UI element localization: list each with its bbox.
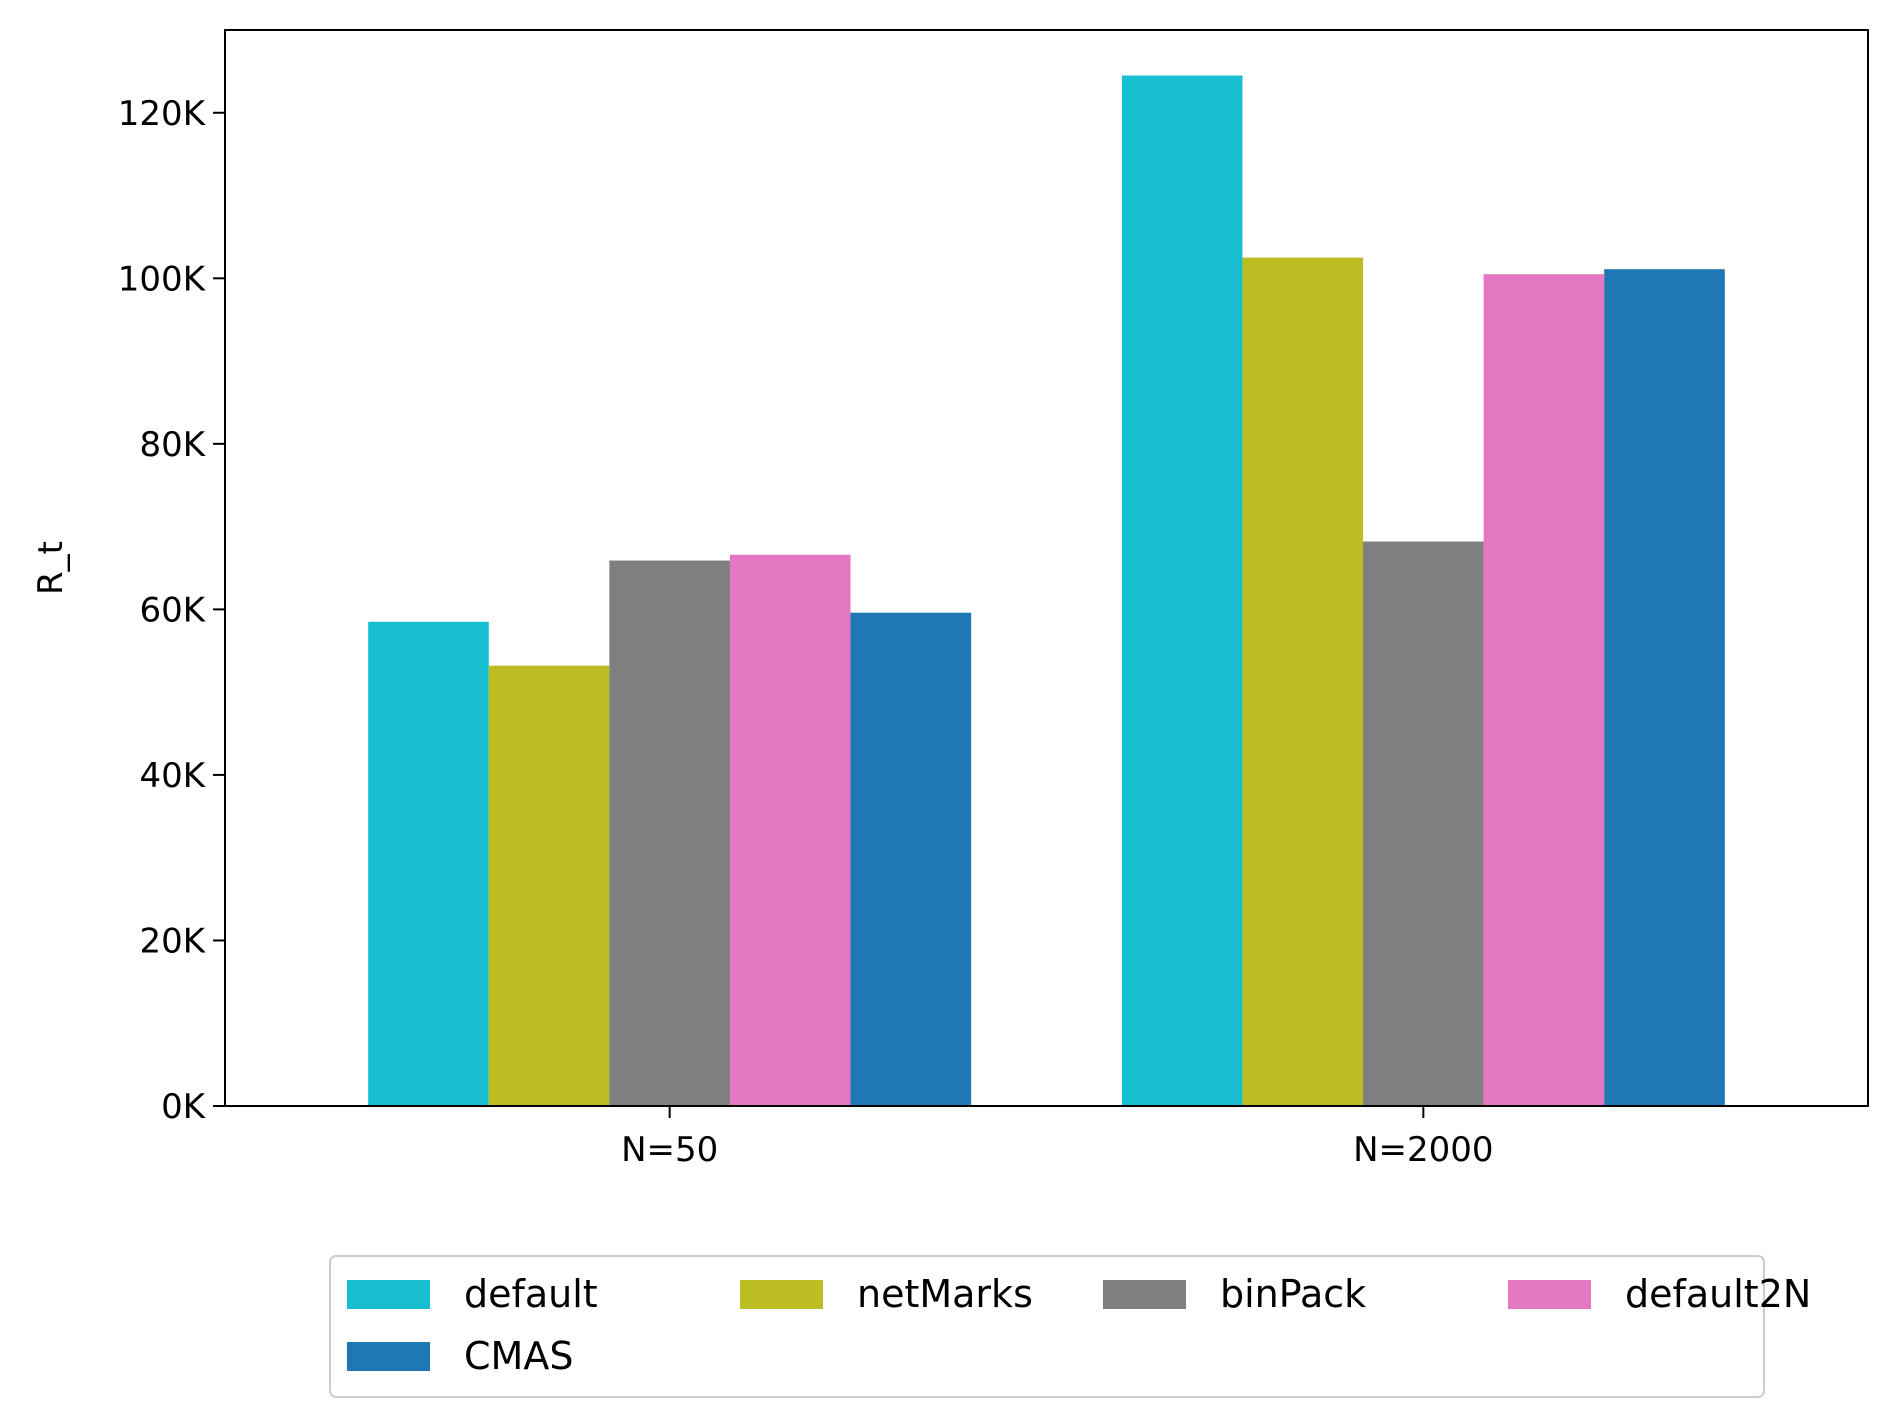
y-tick-label: 40K — [139, 756, 206, 796]
bar-default-0 — [368, 621, 489, 1106]
legend-label-default2N: default2N — [1625, 1272, 1811, 1316]
bar-default-1 — [1121, 75, 1243, 1107]
y-tick-label: 80K — [139, 425, 206, 465]
bar-default2N-1 — [1483, 274, 1605, 1107]
y-axis: 0K 20K 40K 60K 80K 100K 120K — [118, 94, 225, 1127]
y-axis-label: R_t — [31, 541, 71, 595]
legend-swatch-CMAS — [347, 1342, 430, 1371]
x-tick-label: N=50 — [621, 1130, 718, 1170]
legend: default netMarks binPack default2N CMAS — [329, 1255, 1811, 1398]
legend-label-netMarks: netMarks — [857, 1272, 1033, 1316]
y-tick-label: 100K — [118, 259, 207, 299]
bar-binPack-0 — [609, 560, 730, 1106]
bar-CMAS-1 — [1604, 269, 1725, 1106]
bar-netMarks-0 — [488, 665, 610, 1106]
bar-default2N-0 — [729, 554, 851, 1106]
plot-frame — [224, 29, 1869, 1107]
legend-swatch-binPack — [1103, 1280, 1186, 1309]
legend-label-default: default — [464, 1272, 598, 1316]
legend-swatch-default2N — [1508, 1280, 1591, 1309]
legend-swatch-netMarks — [740, 1280, 823, 1309]
y-tick-label: 120K — [118, 94, 207, 134]
bar-netMarks-1 — [1242, 257, 1364, 1107]
legend-label-binPack: binPack — [1220, 1272, 1366, 1316]
legend-label-CMAS: CMAS — [464, 1334, 573, 1378]
y-tick-label: 20K — [139, 921, 206, 961]
x-axis: N=50 N=2000 — [621, 1106, 1494, 1170]
bar-CMAS-0 — [850, 612, 972, 1106]
bars-group — [368, 75, 1725, 1107]
y-tick-label: 0K — [161, 1087, 207, 1127]
legend-swatch-default — [347, 1280, 430, 1309]
y-tick-label: 60K — [139, 590, 206, 630]
bar-binPack-1 — [1363, 541, 1484, 1106]
legend-box — [329, 1255, 1765, 1398]
x-tick-label: N=2000 — [1353, 1130, 1493, 1170]
